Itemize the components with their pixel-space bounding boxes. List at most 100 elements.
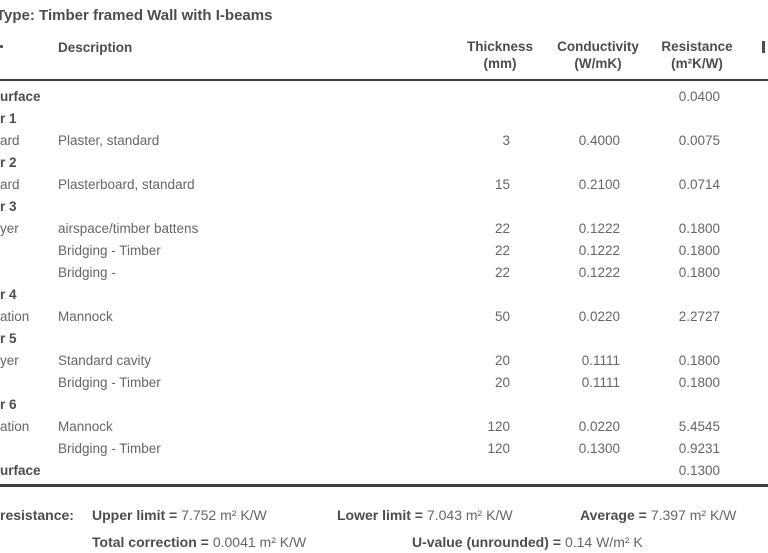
column-header-resistance-unit: (m²K/W) [671, 56, 723, 71]
row-thickness: 20 [494, 375, 510, 390]
row-resistance: 0.1800 [678, 221, 720, 236]
row-thickness: 22 [494, 221, 510, 236]
table-row: urface 0.1300 [0, 460, 768, 482]
column-header-conductivity-label: Conductivity [557, 39, 639, 54]
table-row: yer Standard cavity 20 0.1111 0.1800 [0, 350, 768, 372]
row-label: r 5 [0, 331, 17, 346]
clipped-right-column-header-fragment [762, 41, 765, 53]
row-thickness [420, 86, 510, 108]
row-conductivity: 0.1111 [581, 375, 620, 390]
row-label: r 3 [0, 199, 17, 214]
lower-limit-label: Lower limit = [337, 507, 423, 523]
clipped-column1-header-fragment [0, 45, 3, 48]
row-resistance: 0.9231 [678, 441, 720, 456]
row-resistance: 0.1300 [678, 463, 720, 478]
row-label: r 2 [0, 155, 17, 170]
row-thickness [420, 394, 510, 416]
row-label: urface [0, 463, 41, 478]
row-label: r 1 [0, 111, 17, 126]
row-resistance [630, 196, 720, 218]
row-conductivity [530, 460, 620, 482]
row-thickness: 22 [494, 243, 510, 258]
table-row: ard Plaster, standard 3 0.4000 0.0075 [0, 130, 768, 152]
row-resistance: 0.0075 [678, 133, 720, 148]
table-row: r 4 [0, 284, 768, 306]
row-thickness: 3 [502, 133, 510, 148]
row-conductivity: 0.1222 [578, 243, 620, 258]
table-row: r 2 [0, 152, 768, 174]
row-resistance: 0.1800 [678, 243, 720, 258]
row-label: urface [0, 89, 41, 104]
row-description: Mannock [58, 419, 113, 434]
table-row: ard Plasterboard, standard 15 0.2100 0.0… [0, 174, 768, 196]
row-conductivity [530, 86, 620, 108]
row-description [58, 86, 413, 108]
row-conductivity [530, 108, 620, 130]
total-correction-value: 0.0041 m² K/W [212, 534, 307, 550]
row-resistance: 0.0714 [678, 177, 720, 192]
total-correction-item: Total correction = 0.0041 m² K/W [92, 533, 306, 551]
row-thickness: 15 [494, 177, 510, 192]
row-thickness: 50 [494, 309, 510, 324]
row-conductivity [530, 152, 620, 174]
table-row: r 1 [0, 108, 768, 130]
row-thickness [420, 284, 510, 306]
row-description [58, 108, 413, 130]
column-header-description: Description [58, 40, 133, 55]
table-row: Bridging - Timber 20 0.1111 0.1800 [0, 372, 768, 394]
row-resistance: 5.4545 [678, 419, 720, 434]
row-description: Bridging - Timber [58, 375, 161, 390]
row-resistance [630, 394, 720, 416]
row-description: Standard cavity [58, 353, 152, 368]
row-label [0, 438, 55, 460]
row-conductivity [530, 196, 620, 218]
row-thickness [420, 196, 510, 218]
upper-limit-label: Upper limit = [92, 507, 178, 523]
table-row: ation Mannock 120 0.0220 5.4545 [0, 416, 768, 438]
average-label: Average = [580, 507, 647, 523]
header-divider-line [0, 79, 768, 81]
row-description [58, 328, 413, 350]
row-resistance: 0.1800 [678, 375, 720, 390]
column-header-conductivity: Conductivity (W/mK) [528, 38, 668, 72]
row-thickness: 22 [494, 265, 510, 280]
row-conductivity: 0.2100 [578, 177, 620, 192]
row-description: Bridging - Timber [58, 441, 161, 456]
row-description: Plaster, standard [58, 133, 160, 148]
row-description [58, 394, 413, 416]
row-label: r 4 [0, 287, 17, 302]
row-conductivity: 0.0220 [578, 309, 620, 324]
row-description: airspace/timber battens [58, 221, 199, 236]
row-description: Mannock [58, 309, 113, 324]
lower-limit-item: Lower limit = 7.043 m² K/W [337, 506, 513, 524]
row-resistance: 2.2727 [678, 309, 720, 324]
upper-limit-item: Upper limit = 7.752 m² K/W [92, 506, 267, 524]
u-value-item: U-value (unrounded) = 0.14 W/m² K [412, 533, 643, 551]
u-value-label: U-value (unrounded) = [412, 534, 561, 550]
row-conductivity: 0.1222 [578, 221, 620, 236]
row-label: ard [0, 133, 20, 148]
total-correction-label: Total correction = [92, 534, 209, 550]
column-header-resistance: Resistance (m²K/W) [627, 38, 767, 72]
row-conductivity: 0.1222 [578, 265, 620, 280]
row-label: r 6 [0, 397, 17, 412]
row-thickness: 120 [487, 419, 510, 434]
table-row: r 3 [0, 196, 768, 218]
table-row: Bridging - Timber 22 0.1222 0.1800 [0, 240, 768, 262]
table-row: ation Mannock 50 0.0220 2.2727 [0, 306, 768, 328]
summary-row-1: resistance: Upper limit = 7.752 m² K/W Lo… [0, 506, 768, 524]
row-thickness: 120 [487, 441, 510, 456]
average-item: Average = 7.397 m² K/W [580, 506, 736, 524]
table-row: yer airspace/timber battens 22 0.1222 0.… [0, 218, 768, 240]
row-thickness: 20 [494, 353, 510, 368]
page-title: Type: Timber framed Wall with I-beams [0, 7, 273, 24]
row-label [0, 262, 55, 284]
row-thickness [420, 328, 510, 350]
row-conductivity [530, 328, 620, 350]
average-value: 7.397 m² K/W [650, 507, 737, 523]
total-resistance-label: resistance: [0, 507, 74, 523]
table-row: r 5 [0, 328, 768, 350]
lower-limit-value: 7.043 m² K/W [426, 507, 513, 523]
row-description: Plasterboard, standard [58, 177, 195, 192]
